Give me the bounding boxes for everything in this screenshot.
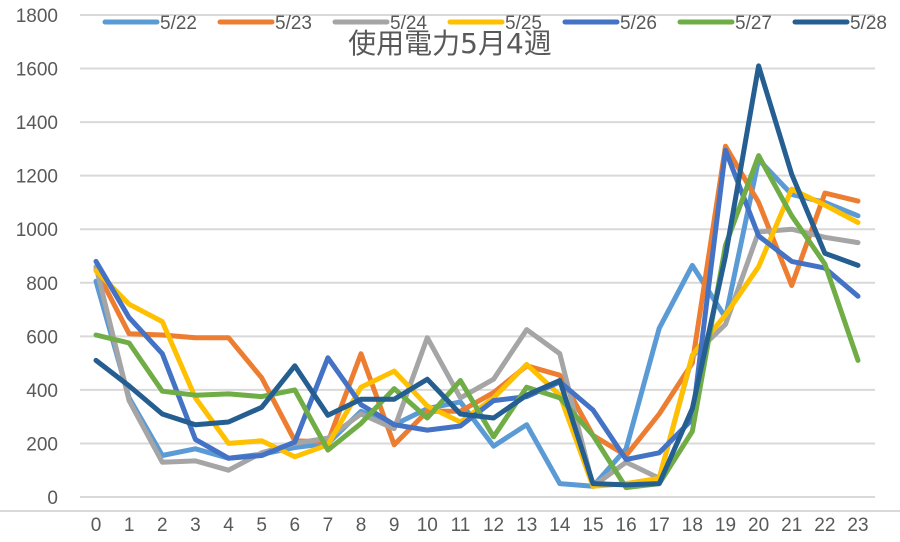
y-tick-label: 1400 bbox=[16, 113, 58, 134]
legend-item: 5/28 bbox=[792, 13, 887, 34]
series-line-5-22 bbox=[93, 157, 861, 489]
legend-label: 5/25 bbox=[505, 13, 542, 34]
x-tick-label: 0 bbox=[91, 515, 102, 536]
x-tick-label: 2 bbox=[157, 515, 168, 536]
legend-item: 5/27 bbox=[677, 13, 772, 34]
x-tick-label: 4 bbox=[223, 515, 234, 536]
x-tick-label: 15 bbox=[582, 515, 603, 536]
x-tick-label: 1 bbox=[124, 515, 135, 536]
series-lines bbox=[93, 63, 861, 491]
legend-item: 5/24 bbox=[332, 13, 427, 34]
legend-label: 5/22 bbox=[160, 13, 197, 34]
y-tick-label: 0 bbox=[47, 488, 58, 509]
x-tick-label: 20 bbox=[748, 515, 769, 536]
legend-item: 5/22 bbox=[102, 13, 197, 34]
x-tick-label: 7 bbox=[323, 515, 334, 536]
legend-label: 5/28 bbox=[850, 13, 887, 34]
x-tick-label: 11 bbox=[451, 515, 471, 536]
x-tick-label: 19 bbox=[715, 515, 736, 536]
x-tick-label: 13 bbox=[516, 515, 537, 536]
y-tick-label: 800 bbox=[26, 274, 58, 295]
x-tick-label: 8 bbox=[356, 515, 367, 536]
legend: 5/22 5/23 5/24 5/25 5/26 5/27 5/28 bbox=[102, 13, 887, 34]
y-axis-labels: 0 200 400 600 800 1000 1200 1400 1600 1800 bbox=[16, 6, 58, 509]
legend-item: 5/25 bbox=[447, 13, 542, 34]
y-tick-label: 1800 bbox=[16, 6, 58, 27]
x-tick-label: 12 bbox=[483, 515, 504, 536]
x-tick-label: 16 bbox=[616, 515, 637, 536]
x-tick-label: 21 bbox=[781, 515, 802, 536]
y-tick-label: 1000 bbox=[16, 220, 58, 241]
y-tick-label: 400 bbox=[26, 381, 58, 402]
x-tick-label: 23 bbox=[847, 515, 868, 536]
x-tick-label: 10 bbox=[417, 515, 438, 536]
y-tick-label: 600 bbox=[26, 327, 58, 348]
y-tick-label: 1200 bbox=[16, 167, 58, 188]
legend-label: 5/27 bbox=[735, 13, 772, 34]
series-line-5-23 bbox=[93, 143, 861, 458]
legend-item: 5/23 bbox=[217, 13, 312, 34]
x-tick-label: 9 bbox=[389, 515, 400, 536]
chart-title: 使用電力5月4週 bbox=[348, 27, 552, 60]
series-line-5-27 bbox=[93, 153, 861, 491]
x-tick-label: 6 bbox=[289, 515, 300, 536]
y-tick-label: 1600 bbox=[16, 60, 58, 81]
series-line-5-28 bbox=[93, 63, 861, 488]
x-tick-label: 14 bbox=[549, 515, 571, 536]
x-tick-label: 5 bbox=[256, 515, 267, 536]
x-tick-label: 17 bbox=[649, 515, 670, 536]
x-tick-label: 3 bbox=[190, 515, 201, 536]
x-tick-label: 18 bbox=[682, 515, 703, 536]
legend-label: 5/24 bbox=[390, 13, 427, 34]
legend-item: 5/26 bbox=[562, 13, 657, 34]
y-tick-label: 200 bbox=[26, 434, 58, 455]
legend-label: 5/23 bbox=[275, 13, 312, 34]
legend-label: 5/26 bbox=[620, 13, 657, 34]
x-tick-label: 22 bbox=[814, 515, 835, 536]
x-axis-labels: 0 1 2 3 4 5 6 7 8 9 10 11 12 13 14 15 16 17 18 19 20 21 22 23 bbox=[91, 515, 869, 536]
